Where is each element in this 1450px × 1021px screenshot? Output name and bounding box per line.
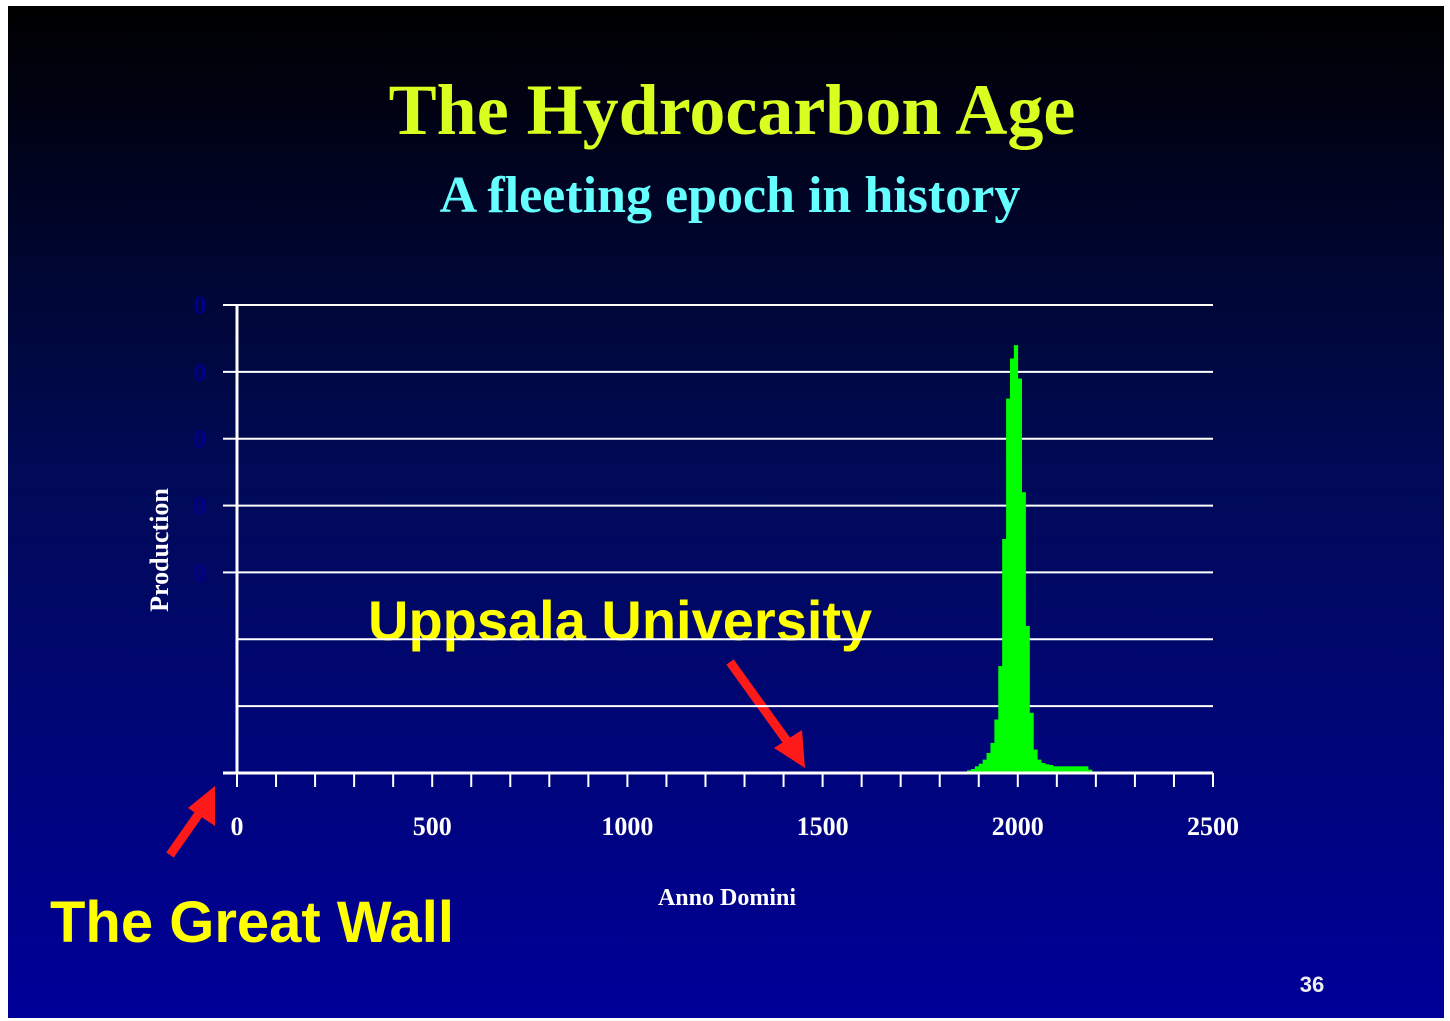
bar (1064, 766, 1069, 773)
arrow (726, 659, 805, 768)
bar (1052, 766, 1058, 773)
background (8, 6, 1444, 1018)
chart-title: The Hydrocarbon Age (389, 70, 1076, 150)
bar (1068, 766, 1073, 773)
bar (1041, 762, 1046, 773)
bar (1013, 345, 1019, 773)
bar (1017, 378, 1023, 773)
bar (1060, 766, 1065, 773)
bar (1006, 398, 1011, 773)
annotation: Uppsala University (368, 589, 872, 652)
y-tick-label: 0 (194, 558, 207, 587)
x-tick-label: 2000 (992, 812, 1044, 841)
bar (1088, 769, 1093, 773)
bar (978, 763, 983, 773)
x-tick-label: 1500 (797, 812, 849, 841)
x-tick-label: 500 (413, 812, 452, 841)
arrow (166, 786, 215, 858)
bar (1045, 764, 1050, 773)
chart-subtitle: A fleeting epoch in history (440, 167, 1021, 224)
bar (1049, 764, 1054, 773)
bar (1072, 766, 1077, 773)
bar (982, 759, 987, 773)
x-tick-label: 1000 (601, 812, 653, 841)
bar (1037, 759, 1042, 773)
bar (970, 768, 976, 773)
bar (994, 719, 999, 773)
y-tick-label: 0 (194, 425, 207, 454)
y-axis-title: Production (145, 488, 174, 612)
y-tick-label: 0 (194, 358, 207, 387)
bar (1084, 766, 1089, 773)
bar (974, 766, 980, 773)
page-number: 36 (1300, 972, 1324, 997)
bar (998, 666, 1003, 773)
plot: 0 0 0 0 0 0 500 1000 1500 2000 2500 (194, 291, 1240, 841)
annotation: The Great Wall (50, 890, 454, 955)
bar (1076, 766, 1081, 773)
x-tick-label: 0 (231, 812, 244, 841)
bar (1021, 492, 1026, 773)
bar (1009, 358, 1015, 773)
bar (1029, 712, 1034, 773)
bar (1002, 539, 1007, 773)
bar (1056, 766, 1062, 773)
y-tick-label: 0 (194, 492, 207, 521)
x-tick-label: 2500 (1187, 812, 1239, 841)
bar (1025, 625, 1030, 773)
y-tick-label: 0 (194, 291, 207, 320)
bar (1080, 766, 1085, 773)
x-axis-title: Anno Domini (658, 885, 796, 911)
bar (986, 752, 991, 773)
bar (990, 742, 995, 773)
bar (1033, 749, 1038, 773)
